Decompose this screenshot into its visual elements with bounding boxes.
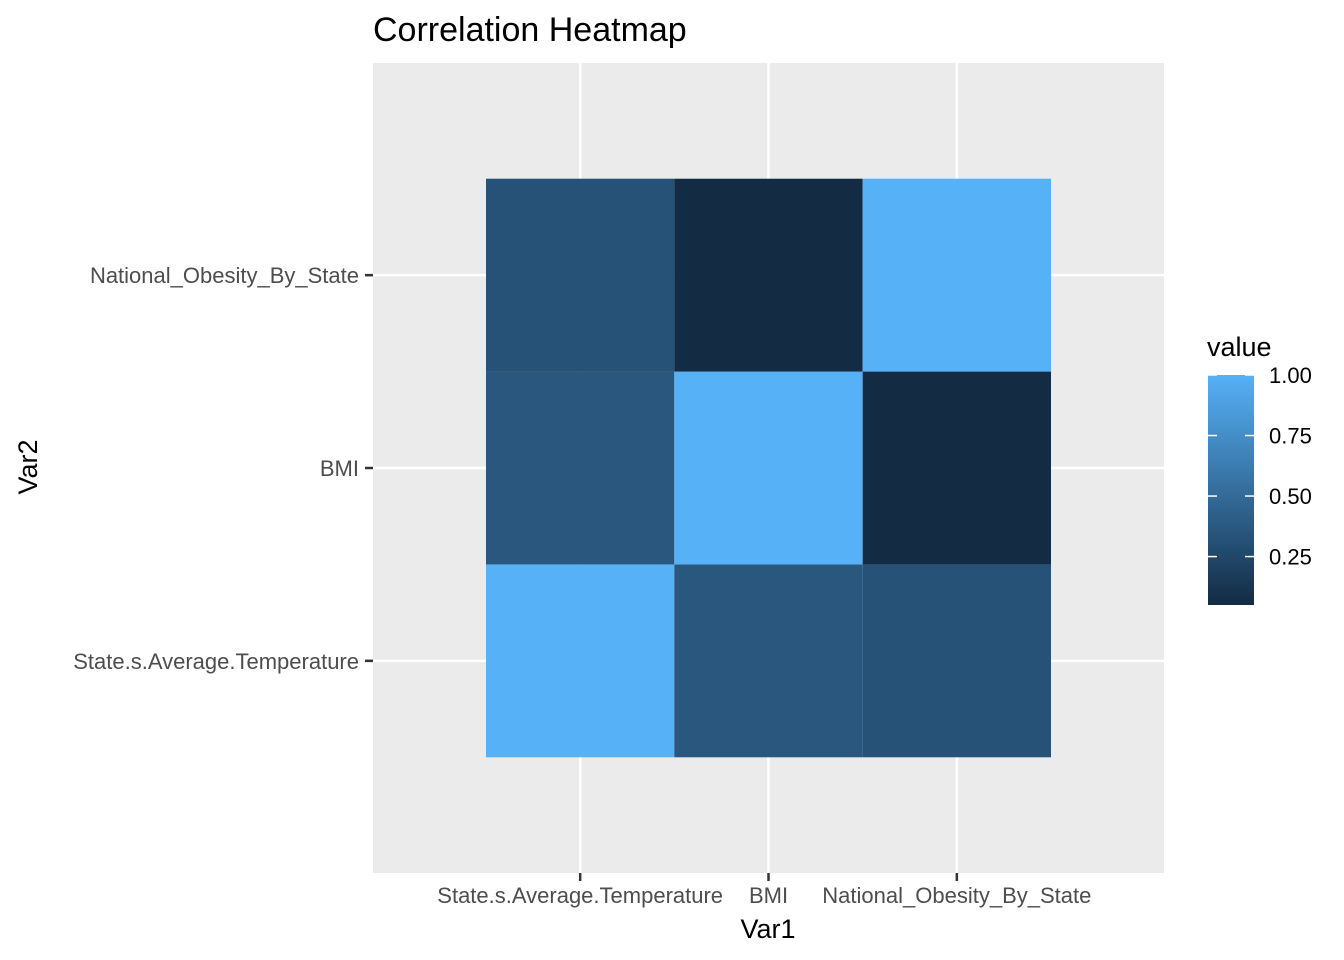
heatmap-cells bbox=[486, 178, 1051, 758]
chart-title: Correlation Heatmap bbox=[373, 11, 687, 49]
color-legend: value 1.00 0.75 0.50 0.25 bbox=[1207, 332, 1312, 605]
heatmap-cell bbox=[486, 371, 675, 565]
legend-colorbar bbox=[1208, 375, 1254, 605]
y-tick-label: State.s.Average.Temperature bbox=[73, 649, 359, 674]
x-tick-label: National_Obesity_By_State bbox=[822, 883, 1091, 908]
legend-tick-label: 0.25 bbox=[1269, 545, 1312, 570]
heatmap-cell bbox=[862, 371, 1051, 565]
x-tick-label: BMI bbox=[749, 883, 788, 908]
heatmap-cell bbox=[862, 564, 1051, 758]
y-axis-ticks: State.s.Average.Temperature BMI National_O… bbox=[73, 263, 373, 674]
y-tick-label: National_Obesity_By_State bbox=[90, 263, 359, 288]
heatmap-cell bbox=[486, 178, 675, 372]
legend-tick-label: 0.75 bbox=[1269, 424, 1312, 449]
legend-title: value bbox=[1207, 332, 1272, 362]
x-axis-ticks: State.s.Average.Temperature BMI National_O… bbox=[437, 873, 1091, 908]
heatmap-cell bbox=[862, 178, 1051, 372]
legend-tick-label: 0.50 bbox=[1269, 484, 1312, 509]
x-tick-label: State.s.Average.Temperature bbox=[437, 883, 723, 908]
x-axis-title: Var1 bbox=[740, 914, 795, 944]
heatmap-cell bbox=[674, 564, 863, 758]
y-tick-label: BMI bbox=[320, 456, 359, 481]
heatmap-cell bbox=[674, 178, 863, 372]
y-axis-title: Var2 bbox=[13, 439, 43, 494]
legend-tick-label: 1.00 bbox=[1269, 363, 1312, 388]
heatmap-cell bbox=[486, 564, 675, 758]
legend-ticks: 1.00 0.75 0.50 0.25 bbox=[1208, 363, 1312, 570]
heatmap-cell bbox=[674, 371, 863, 565]
